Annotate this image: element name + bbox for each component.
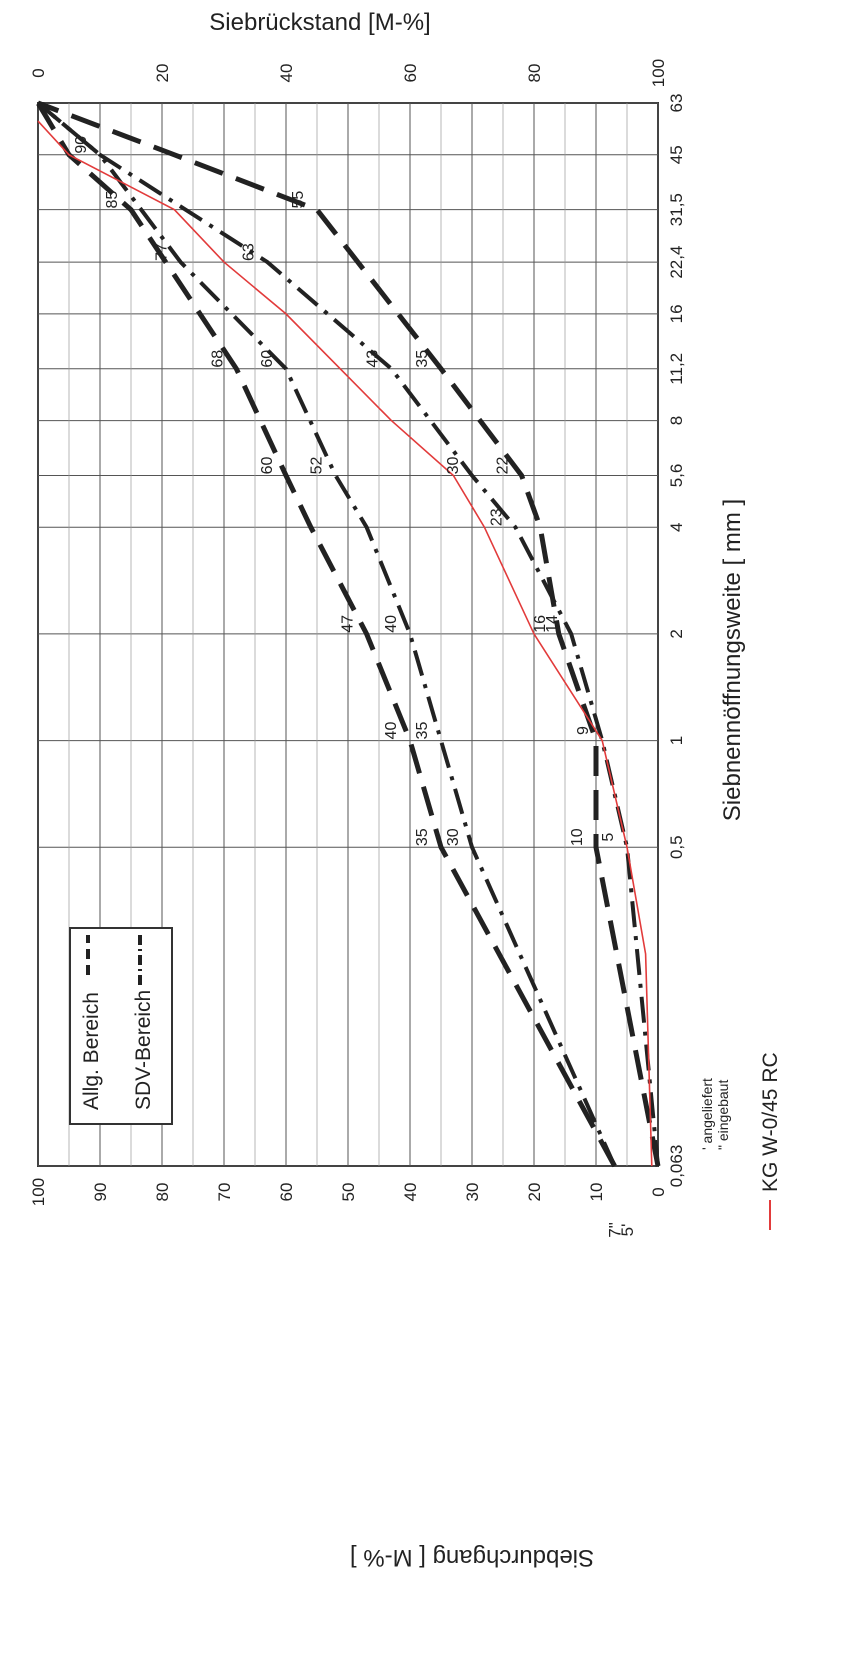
note-eingebaut: " eingebaut — [715, 1080, 731, 1150]
x-tick-label: 22,4 — [667, 246, 686, 279]
data-label: 23 — [488, 508, 505, 526]
sample-label: KG W-0/45 RC — [759, 1052, 782, 1192]
y-tick-label-right: 0 — [29, 68, 48, 77]
x-tick-label: 16 — [667, 304, 686, 323]
data-label: 35 — [414, 350, 431, 368]
data-label: 68 — [209, 350, 226, 368]
series-labels: 35 40 47 60 68 85 10 16 22 35 55 30 35 40 52 60 77 90 5 9 14… — [73, 136, 617, 846]
series-layer — [35, 100, 661, 1168]
series-line-0 — [35, 101, 617, 1168]
data-label: 5 — [600, 833, 617, 842]
grid — [37, 102, 659, 1167]
data-label: 90 — [73, 136, 90, 154]
y-tick-label-left: 10 — [587, 1183, 606, 1202]
x-tick-label: 1 — [667, 736, 686, 745]
series-line-4 — [37, 120, 653, 1167]
series-line-1 — [37, 100, 661, 1167]
data-label: 30 — [445, 456, 462, 474]
y-tick-label-left: 50 — [339, 1183, 358, 1202]
y-extra-tick-label: 5' — [618, 1224, 637, 1237]
x-tick-label: 2 — [667, 629, 686, 638]
legend: Allg. Bereich SDV-Bereich — [69, 927, 173, 1125]
x-tick-label: 4 — [667, 523, 686, 532]
y-tick-label-right: 60 — [401, 64, 420, 83]
left-axis-title: Siebdurchgang [ M-% ] — [350, 1544, 594, 1571]
y-tick-label-left: 100 — [29, 1178, 48, 1206]
y-tick-label-left: 20 — [525, 1183, 544, 1202]
y-tick-label-left: 30 — [463, 1183, 482, 1202]
data-label: 10 — [569, 828, 586, 846]
y-tick-label-left: 80 — [153, 1183, 172, 1202]
x-tick-label: 0,5 — [667, 835, 686, 859]
y-tick-label-right: 100 — [649, 59, 668, 87]
data-label: 77 — [154, 243, 171, 261]
data-label: 35 — [414, 722, 431, 740]
x-tick-label: 0,063 — [667, 1145, 686, 1188]
x-tick-label: 63 — [667, 94, 686, 113]
data-label: 55 — [290, 191, 307, 209]
y-tick-label-left: 90 — [91, 1183, 110, 1202]
x-tick-label: 31,5 — [667, 193, 686, 226]
right-axis-title: Siebrückstand [M-%] — [209, 9, 430, 36]
y-tick-label-left: 60 — [277, 1183, 296, 1202]
x-tick-label: 8 — [667, 416, 686, 425]
data-label: 40 — [383, 722, 400, 740]
y-tick-label-left: 40 — [401, 1183, 420, 1202]
legend-box — [69, 927, 173, 1125]
y-tick-label-right: 20 — [153, 64, 172, 83]
x-tick-label: 11,2 — [667, 353, 686, 385]
legend-item-sdv-bereich: SDV-Bereich — [132, 990, 155, 1110]
y-tick-label-left: 70 — [215, 1183, 234, 1202]
data-label: 60 — [259, 350, 276, 368]
y-extra-tick-label: 7" — [606, 1222, 625, 1238]
y-tick-label-right: 80 — [525, 64, 544, 83]
series-line-2 — [36, 101, 617, 1167]
data-label: 14 — [544, 615, 561, 633]
data-label: 85 — [104, 191, 121, 209]
note-angeliefert: ' angeliefert — [699, 1078, 715, 1150]
ticks-layer: 0,063 0,5 1 2 4 5,6 8 11,2 16 22,4 31,5 45 63 0 10 20 30… — [29, 59, 686, 1238]
data-label: 52 — [309, 456, 326, 474]
data-label: 9 — [575, 726, 592, 735]
data-label: 35 — [414, 828, 431, 846]
x-axis-title: Siebnennöffnungsweite [ mm ] — [719, 499, 746, 821]
series-line-3 — [36, 101, 660, 1167]
y-tick-label-left: 0 — [649, 1187, 668, 1196]
data-label: 63 — [240, 243, 257, 261]
x-tick-label: 5,6 — [667, 464, 686, 488]
x-tick-label: 45 — [667, 145, 686, 164]
data-label: 22 — [495, 456, 512, 474]
legend-item-allg-bereich: Allg. Bereich — [80, 992, 103, 1110]
data-label: 30 — [445, 828, 462, 846]
data-label: 16 — [532, 615, 549, 633]
data-label: 40 — [383, 615, 400, 633]
data-label: 43 — [364, 350, 381, 368]
y-tick-label-right: 40 — [277, 64, 296, 83]
data-label: 60 — [259, 456, 276, 474]
data-label: 47 — [340, 615, 357, 633]
